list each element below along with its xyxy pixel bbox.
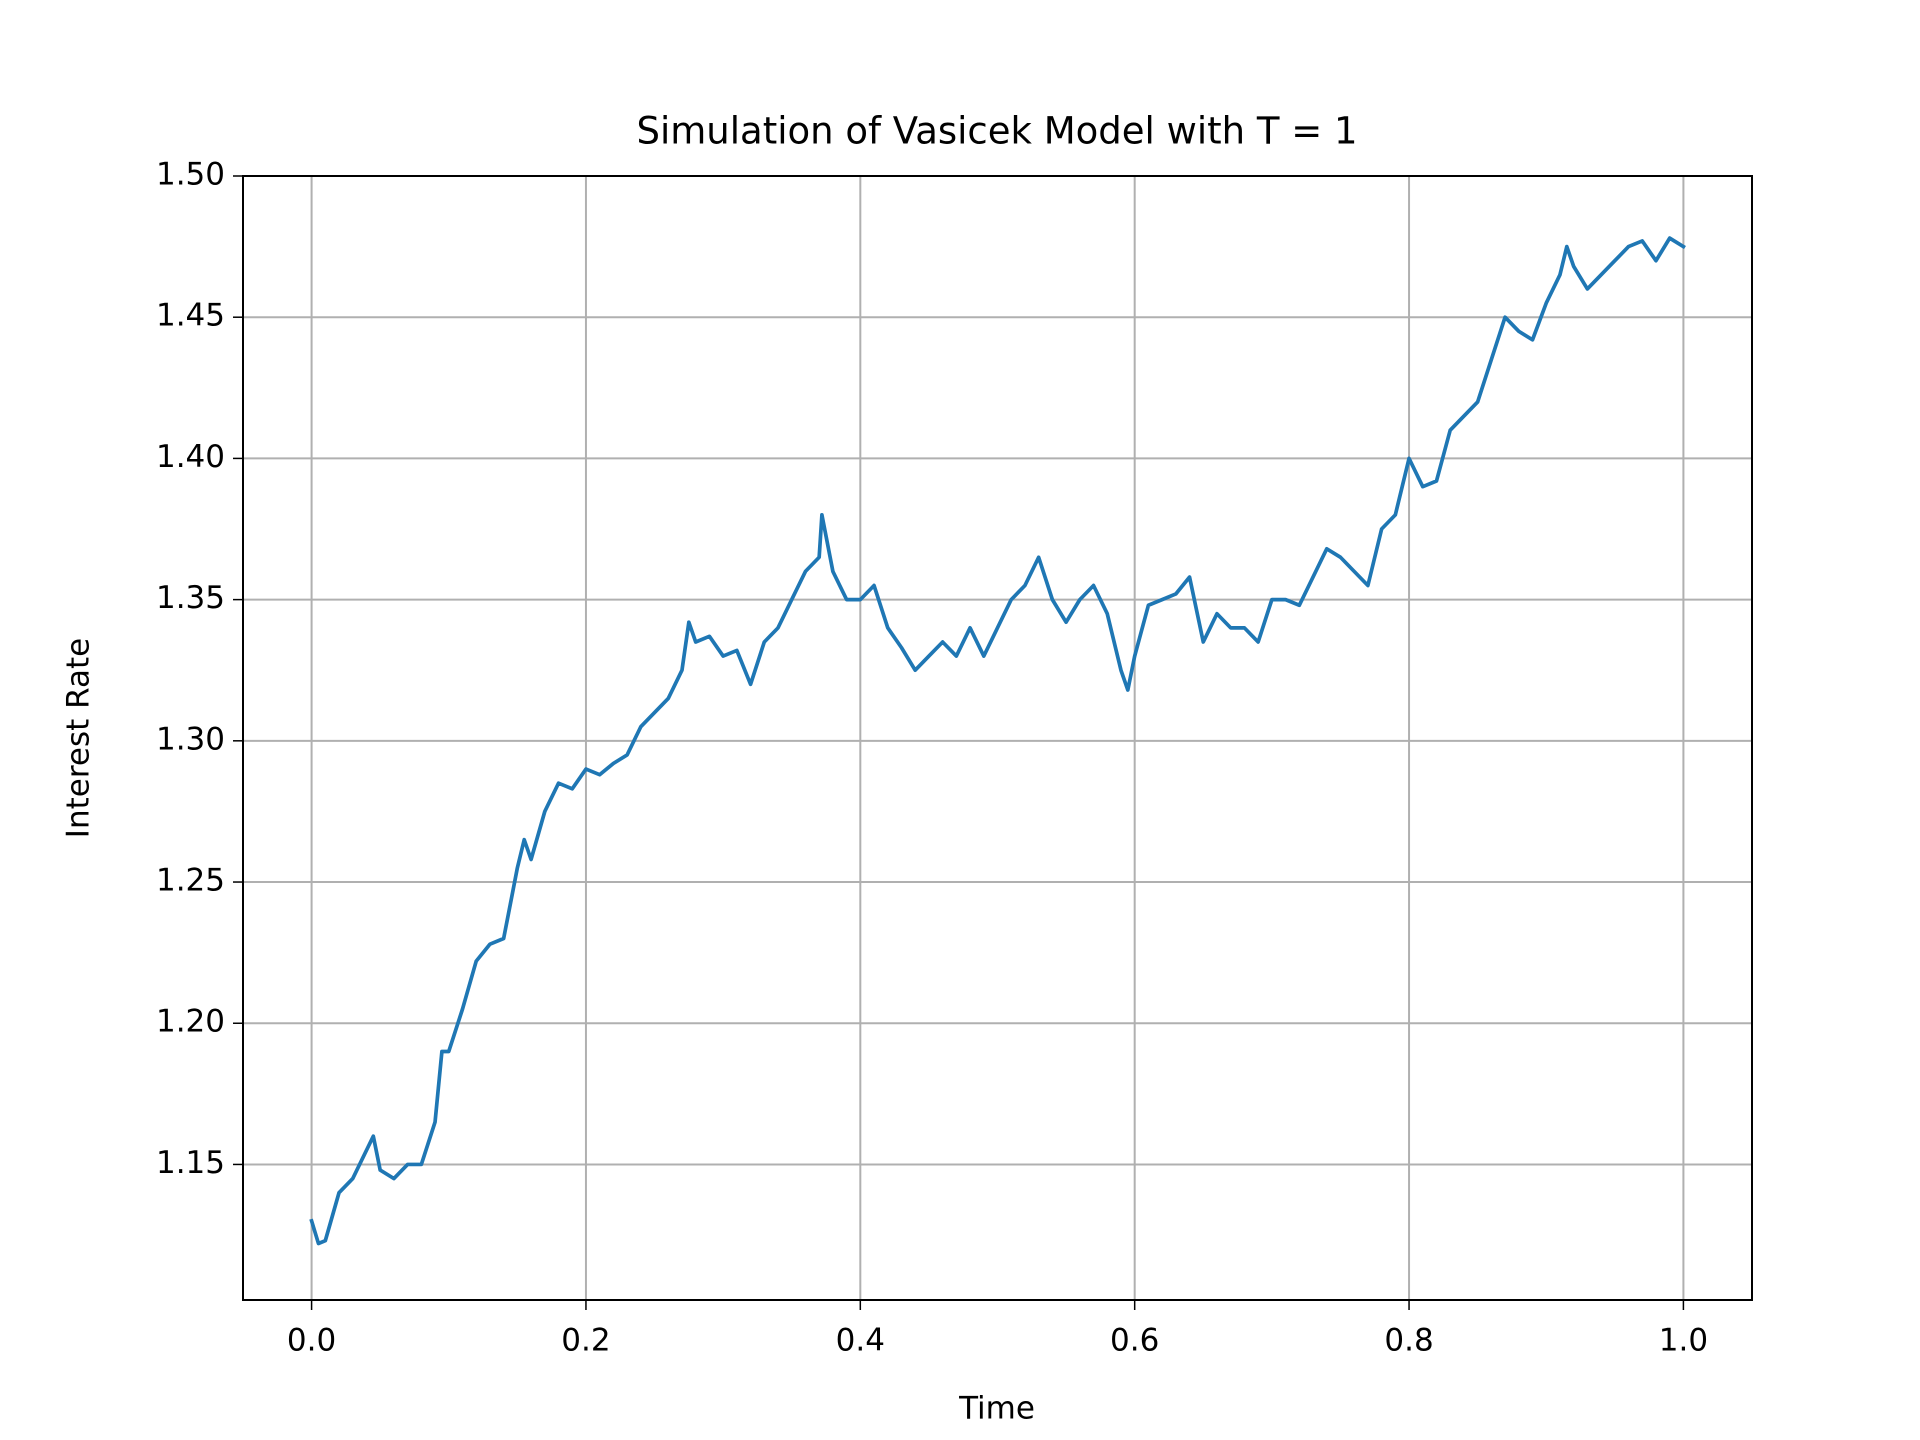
plot-frame — [242, 175, 1753, 1301]
x-tick-label: 0.4 — [836, 1323, 885, 1359]
y-axis-label: Interest Rate — [61, 638, 97, 838]
x-tick-label: 0.6 — [1110, 1323, 1159, 1359]
y-tick-label: 1.15 — [156, 1145, 225, 1181]
x-tick-label: 0.2 — [561, 1323, 610, 1359]
y-tick-label: 1.20 — [156, 1004, 225, 1040]
chart-title: Simulation of Vasicek Model with T = 1 — [636, 110, 1357, 153]
y-tick-label: 1.25 — [156, 863, 225, 899]
y-tick-label: 1.30 — [156, 721, 225, 757]
y-tick-label: 1.50 — [156, 157, 225, 193]
y-tick-label: 1.35 — [156, 580, 225, 616]
y-tick-label: 1.45 — [156, 298, 225, 334]
x-tick-label: 1.0 — [1659, 1323, 1708, 1359]
x-axis-label: Time — [958, 1391, 1035, 1427]
x-tick-label: 0.0 — [287, 1323, 336, 1359]
line-series — [309, 236, 1686, 1246]
y-tick-label: 1.40 — [156, 439, 225, 475]
x-tick-label: 0.8 — [1384, 1323, 1433, 1359]
